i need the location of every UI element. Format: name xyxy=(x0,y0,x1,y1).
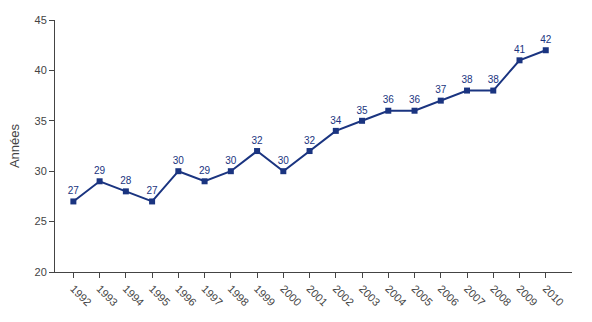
svg-text:38: 38 xyxy=(461,74,473,85)
svg-text:32: 32 xyxy=(252,135,264,146)
svg-text:29: 29 xyxy=(94,165,106,176)
svg-text:1997: 1997 xyxy=(199,283,225,309)
svg-text:2008: 2008 xyxy=(488,283,514,309)
svg-text:30: 30 xyxy=(35,165,47,177)
svg-text:2009: 2009 xyxy=(514,283,540,309)
svg-text:2007: 2007 xyxy=(462,283,488,309)
svg-text:1994: 1994 xyxy=(121,283,147,309)
svg-text:1996: 1996 xyxy=(173,283,199,309)
svg-text:40: 40 xyxy=(35,64,47,76)
svg-text:42: 42 xyxy=(540,34,552,45)
svg-text:2006: 2006 xyxy=(435,283,461,309)
svg-text:32: 32 xyxy=(304,135,316,146)
svg-text:34: 34 xyxy=(330,115,342,126)
svg-text:2000: 2000 xyxy=(278,283,304,309)
svg-text:35: 35 xyxy=(356,105,368,116)
svg-text:41: 41 xyxy=(514,44,526,55)
svg-text:1999: 1999 xyxy=(252,283,278,309)
svg-text:1995: 1995 xyxy=(147,283,173,309)
svg-text:36: 36 xyxy=(383,94,395,105)
svg-text:2004: 2004 xyxy=(383,283,409,309)
svg-text:30: 30 xyxy=(225,155,237,166)
svg-text:29: 29 xyxy=(199,165,211,176)
svg-text:30: 30 xyxy=(278,155,290,166)
svg-text:37: 37 xyxy=(435,84,447,95)
svg-text:1992: 1992 xyxy=(68,283,94,309)
svg-text:Années: Années xyxy=(7,123,22,168)
svg-text:1998: 1998 xyxy=(226,283,252,309)
svg-text:28: 28 xyxy=(120,175,132,186)
svg-text:36: 36 xyxy=(409,94,421,105)
svg-text:2010: 2010 xyxy=(540,283,566,309)
svg-text:2002: 2002 xyxy=(331,283,357,309)
svg-text:45: 45 xyxy=(35,14,47,26)
svg-text:27: 27 xyxy=(147,185,159,196)
svg-text:1993: 1993 xyxy=(94,283,120,309)
svg-text:25: 25 xyxy=(35,215,47,227)
svg-text:30: 30 xyxy=(173,155,185,166)
svg-text:38: 38 xyxy=(488,74,500,85)
svg-text:20: 20 xyxy=(35,266,47,278)
svg-text:2003: 2003 xyxy=(357,283,383,309)
svg-text:2005: 2005 xyxy=(409,283,435,309)
svg-text:35: 35 xyxy=(35,115,47,127)
svg-text:27: 27 xyxy=(68,185,80,196)
svg-text:2001: 2001 xyxy=(304,283,330,309)
